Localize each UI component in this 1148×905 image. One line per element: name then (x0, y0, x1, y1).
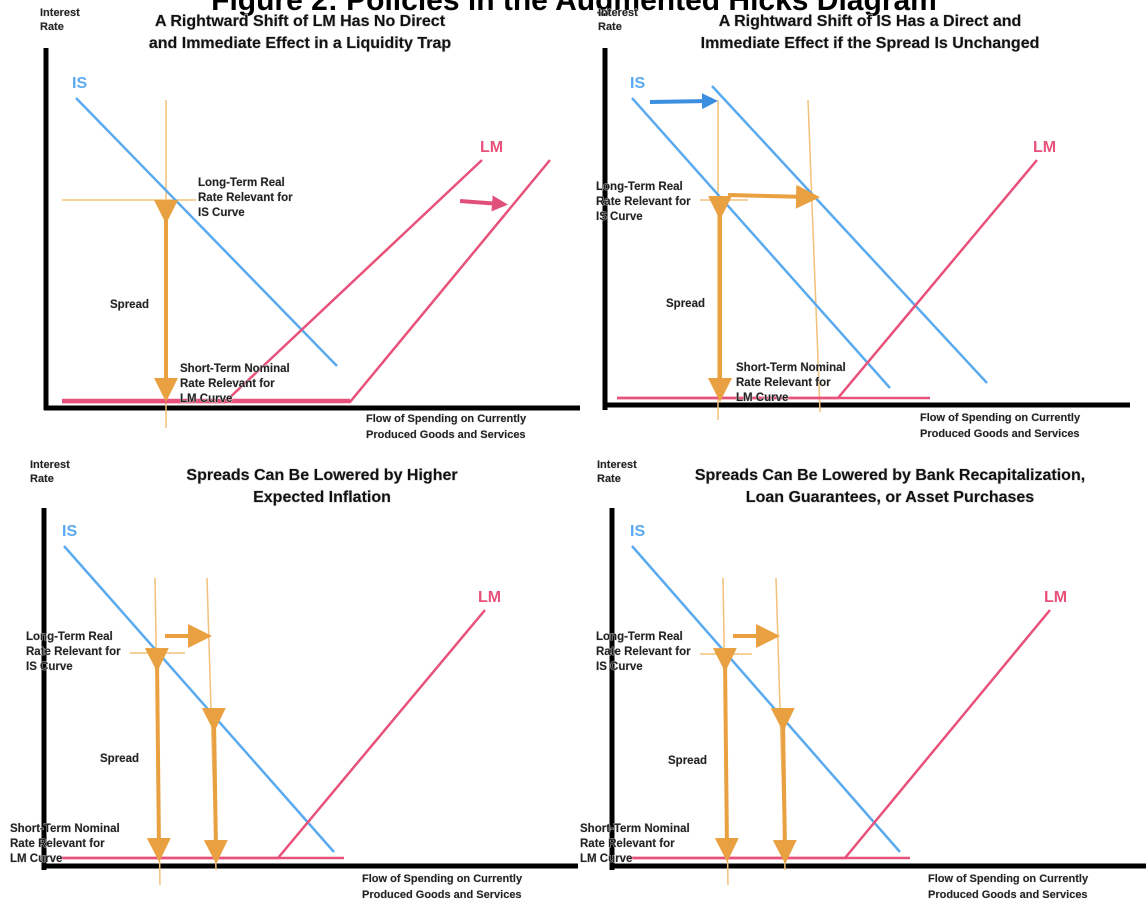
new-equilibrium-guide-line (807, 99, 821, 413)
long-rate-label-line-1: Long-Term Real (26, 631, 113, 643)
y-axis-label-line-1: Interest (598, 7, 638, 19)
is-label: IS (72, 75, 87, 92)
y-axis-label-line-2: Rate (597, 473, 621, 485)
x-axis-label-line-1: Flow of Spending on Currently (928, 873, 1089, 885)
short-rate-label-line-3: LM Curve (10, 853, 62, 865)
lm-label: LM (1033, 139, 1056, 156)
is-curve (631, 97, 891, 389)
short-rate-label-line-1: Short-Term Nominal (736, 362, 846, 374)
long-rate-label-line-1: Long-Term Real (198, 177, 285, 189)
long-rate-label-line-2: Rate Relevant for (596, 646, 691, 658)
panel-title-line-1: A Rightward Shift of LM Has No Direct (155, 13, 446, 30)
lm-label: LM (1044, 589, 1067, 606)
panel-title-line-2: and Immediate Effect in a Liquidity Trap (149, 35, 452, 52)
lm-curve (628, 609, 1051, 860)
x-axis-label-line-2: Produced Goods and Services (366, 429, 526, 441)
panel-top-left: A Rightward Shift of LM Has No Direct an… (40, 7, 580, 441)
y-axis-label-line-2: Rate (598, 21, 622, 33)
y-axis-label-line-2: Rate (40, 21, 64, 33)
lm-curve-shifted (62, 159, 551, 404)
is-label: IS (630, 523, 645, 540)
short-rate-label-line-2: Rate Relevant for (736, 377, 831, 389)
spread-arrow (144, 647, 171, 862)
panel-bottom-right: Spreads Can Be Lowered by Bank Recapital… (580, 459, 1146, 901)
spread-arrow (712, 647, 739, 862)
panel-title-line-2: Loan Guarantees, or Asset Purchases (746, 489, 1035, 506)
panel-bottom-left: Spreads Can Be Lowered by Higher Expecte… (10, 459, 578, 901)
reduced-spread-arrow (201, 707, 228, 864)
is-label: IS (630, 75, 645, 92)
long-rate-label-line-3: IS Curve (596, 211, 643, 223)
short-rate-label-line-2: Rate Relevant for (10, 838, 105, 850)
short-rate-label-line-2: Rate Relevant for (580, 838, 675, 850)
long-rate-label-line-2: Rate Relevant for (596, 196, 691, 208)
long-rate-label-line-3: IS Curve (596, 661, 643, 673)
lm-label: LM (480, 139, 503, 156)
reduced-spread-arrow (770, 707, 797, 864)
rate-shift-arrow (727, 184, 820, 209)
is-curve (75, 97, 338, 367)
panel-title-line-2: Immediate Effect if the Spread Is Unchan… (701, 35, 1040, 52)
long-rate-label-line-3: IS Curve (198, 207, 245, 219)
long-rate-label-line-3: IS Curve (26, 661, 73, 673)
panel-title-line-2: Expected Inflation (253, 489, 391, 506)
x-axis-label-line-1: Flow of Spending on Currently (366, 413, 527, 425)
figure-title: Figure 2: Policies in the Augmented Hick… (211, 0, 937, 17)
is-curve (631, 545, 901, 853)
panel-title-line-1: A Rightward Shift of IS Has a Direct and (719, 13, 1022, 30)
short-rate-label-line-1: Short-Term Nominal (580, 823, 690, 835)
spread-label: Spread (110, 299, 149, 311)
y-axis-label-line-1: Interest (597, 459, 637, 471)
long-rate-label-line-2: Rate Relevant for (198, 192, 293, 204)
x-axis-label-line-2: Produced Goods and Services (928, 889, 1088, 901)
spread-label: Spread (668, 755, 707, 767)
lm-label: LM (478, 589, 501, 606)
short-rate-label-line-3: LM Curve (180, 393, 232, 405)
is-curve-shifted (711, 85, 988, 384)
short-rate-label-line-2: Rate Relevant for (180, 378, 275, 390)
spread-label: Spread (100, 753, 139, 765)
lm-shift-arrow (459, 195, 508, 212)
short-rate-label-line-3: LM Curve (736, 392, 788, 404)
x-axis-label-line-2: Produced Goods and Services (920, 428, 1080, 440)
y-axis-label-line-1: Interest (30, 459, 70, 471)
y-axis-label-line-2: Rate (30, 473, 54, 485)
panel-title-line-1: Spreads Can Be Lowered by Bank Recapital… (695, 467, 1085, 484)
is-shift-arrow (649, 93, 718, 110)
y-axis-label-line-1: Interest (40, 7, 80, 19)
short-rate-label-line-3: LM Curve (580, 853, 632, 865)
long-rate-label-line-1: Long-Term Real (596, 181, 683, 193)
is-curve (63, 545, 335, 853)
x-axis-label-line-1: Flow of Spending on Currently (362, 873, 523, 885)
lm-curve (60, 609, 486, 860)
spread-label: Spread (666, 298, 705, 310)
x-axis-label-line-1: Flow of Spending on Currently (920, 412, 1081, 424)
is-label: IS (62, 523, 77, 540)
x-axis-label-line-2: Produced Goods and Services (362, 889, 522, 901)
panel-top-right: A Rightward Shift of IS Has a Direct and… (596, 7, 1130, 440)
long-rate-label-line-2: Rate Relevant for (26, 646, 121, 658)
short-rate-label-line-1: Short-Term Nominal (180, 363, 290, 375)
panel-title-line-1: Spreads Can Be Lowered by Higher (186, 467, 457, 484)
long-rate-label-line-1: Long-Term Real (596, 631, 683, 643)
short-rate-label-line-1: Short-Term Nominal (10, 823, 120, 835)
